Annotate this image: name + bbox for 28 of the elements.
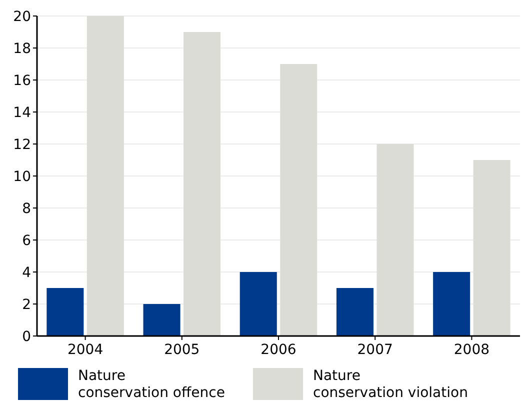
y-tick-label: 6 <box>22 232 32 249</box>
bar <box>336 288 374 336</box>
y-tick-label: 18 <box>13 40 31 57</box>
y-tick-label: 14 <box>13 104 32 121</box>
x-tick-label: 2008 <box>454 342 490 358</box>
x-tick-label: 2006 <box>260 342 296 358</box>
bar <box>46 288 84 336</box>
x-tick-label: 2004 <box>67 342 104 358</box>
bar <box>473 160 510 336</box>
bar <box>184 32 221 336</box>
y-tick-label: 4 <box>22 264 32 281</box>
x-tick-label: 2007 <box>357 342 393 358</box>
x-tick-label: 2005 <box>164 342 200 358</box>
y-tick-label: 16 <box>13 72 32 89</box>
legend-label: Nature conservation offence <box>78 368 225 401</box>
bar <box>240 272 277 336</box>
bar <box>433 272 470 336</box>
bar <box>143 304 180 336</box>
bar <box>376 144 414 336</box>
y-tick-label: 8 <box>22 200 31 217</box>
y-tick-label: 2 <box>22 296 31 313</box>
legend-label: Nature conservation violation <box>313 368 468 401</box>
y-tick-label: 10 <box>13 168 31 185</box>
y-tick-label: 12 <box>13 136 31 153</box>
bar <box>86 16 124 336</box>
y-tick-label: 20 <box>13 8 31 25</box>
y-tick-label: 0 <box>22 328 31 345</box>
bar <box>280 64 318 336</box>
